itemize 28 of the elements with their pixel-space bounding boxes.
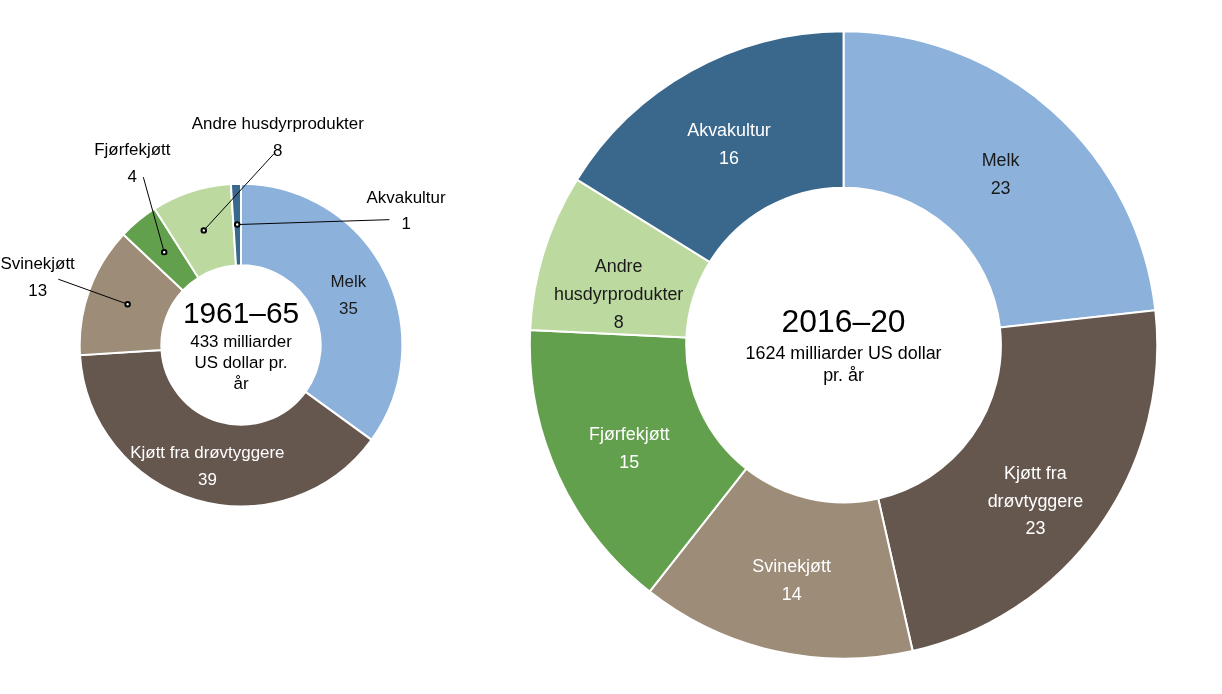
slice-label: Svinekjøtt: [752, 555, 831, 576]
slice-label: Andre husdyrprodukter: [191, 114, 365, 134]
slice-label: Akvakultur: [687, 120, 771, 141]
data-label: 35: [338, 299, 358, 319]
data-label: 4: [127, 167, 138, 187]
slice-label: Melk: [330, 272, 367, 292]
data-label: 23: [1025, 518, 1046, 539]
data-label: 14: [781, 583, 802, 604]
data-label: 16: [719, 148, 740, 169]
slice-label: Svinekjøtt: [0, 253, 76, 273]
slice-label: Kjøtt fra drøvtyggere: [987, 462, 1084, 511]
data-label: 1: [401, 214, 411, 234]
slice-label: Kjøtt fra drøvtyggere: [130, 442, 285, 462]
slice-label: Melk: [981, 150, 1020, 171]
data-label: 8: [613, 311, 624, 332]
data-label: 23: [990, 178, 1011, 199]
data-label: 13: [28, 280, 48, 300]
data-label: 39: [197, 469, 217, 489]
text: 433 milliarder US dollar pr. år: [190, 332, 293, 394]
text: 1961–65: [182, 295, 300, 329]
slice-label: Fjørfekjøtt: [589, 423, 670, 444]
data-label: 15: [619, 451, 640, 472]
slice-label: Fjørfekjøtt: [94, 140, 171, 160]
text: 2016–20: [781, 303, 906, 340]
text: 1624 milliarder US dollar pr. år: [745, 342, 942, 385]
slice-label: Andre husdyrprodukter: [553, 256, 684, 304]
slice-label: Akvakultur: [366, 187, 446, 207]
data-label: 8: [273, 140, 283, 160]
